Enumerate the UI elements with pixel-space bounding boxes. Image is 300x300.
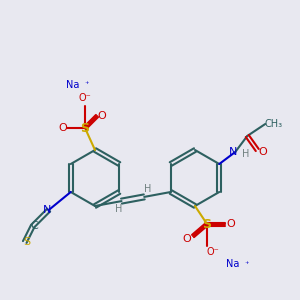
Text: ⁺: ⁺: [85, 80, 89, 89]
Text: O: O: [259, 147, 268, 157]
Text: O: O: [98, 111, 106, 121]
Text: ⁺: ⁺: [245, 260, 249, 268]
Text: O⁻: O⁻: [207, 247, 219, 257]
Text: H: H: [242, 149, 249, 159]
Text: N: N: [229, 147, 237, 157]
Text: S: S: [23, 237, 30, 247]
Text: CH₃: CH₃: [264, 119, 282, 129]
Text: Na: Na: [66, 80, 80, 90]
Text: N: N: [43, 205, 51, 215]
Text: C: C: [30, 221, 38, 231]
Text: H: H: [144, 184, 151, 194]
Text: Na: Na: [226, 259, 240, 269]
Text: O: O: [226, 219, 236, 229]
Text: O: O: [183, 234, 191, 244]
Text: S: S: [202, 218, 211, 230]
Text: S: S: [80, 122, 89, 134]
Text: O: O: [58, 123, 68, 133]
Text: H: H: [115, 204, 122, 214]
Text: O⁻: O⁻: [79, 93, 92, 103]
